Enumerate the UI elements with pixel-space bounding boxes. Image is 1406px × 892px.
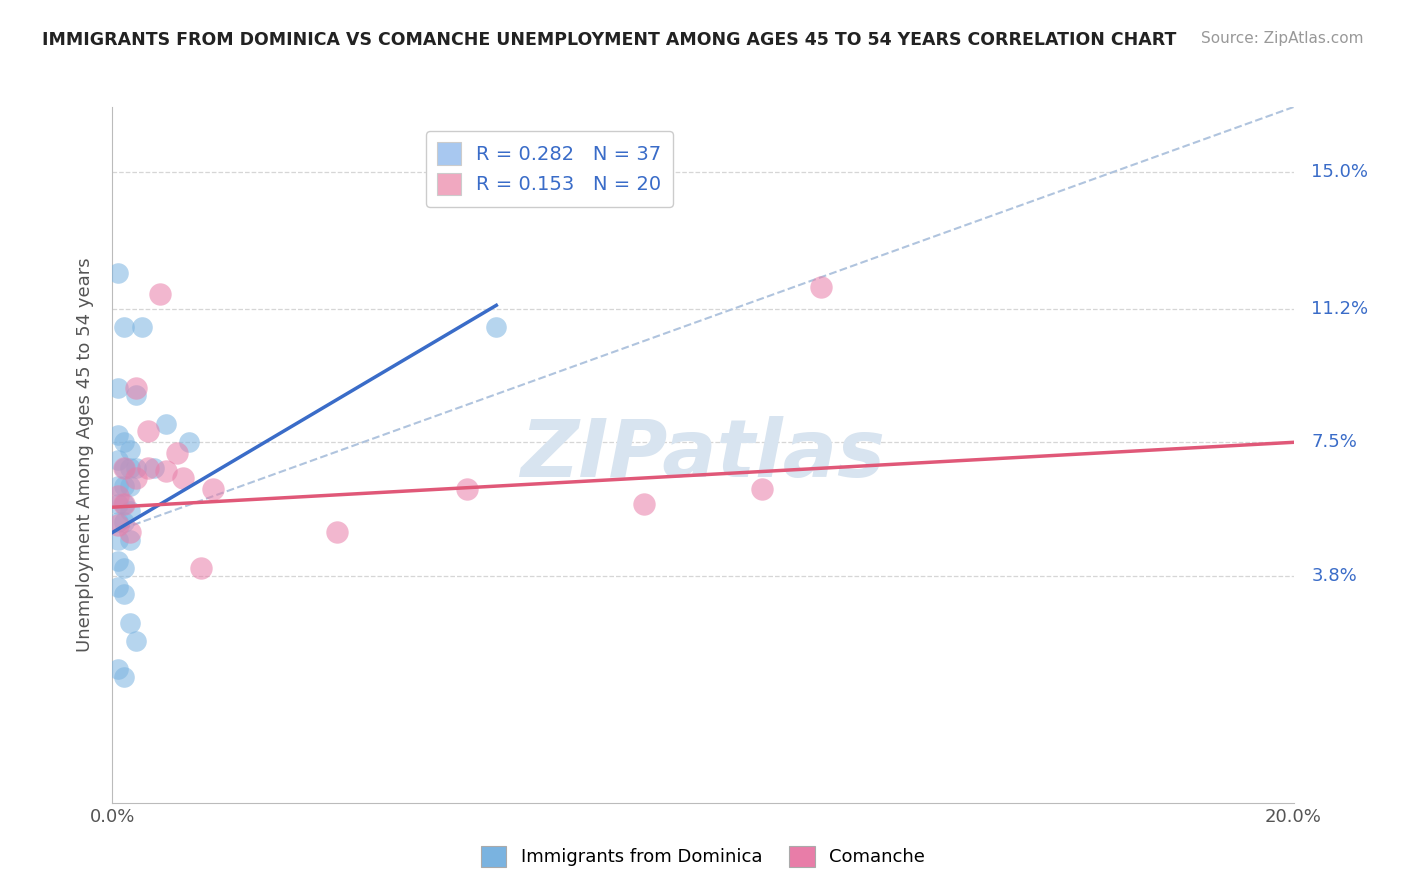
Point xyxy=(810,280,832,294)
Text: 15.0%: 15.0% xyxy=(1312,163,1368,181)
Point xyxy=(107,453,129,467)
Point xyxy=(125,381,148,395)
Point xyxy=(112,460,135,475)
Point xyxy=(107,515,129,529)
Point xyxy=(107,478,129,492)
Point xyxy=(155,464,177,478)
Text: 3.8%: 3.8% xyxy=(1312,566,1357,584)
Point xyxy=(112,497,135,511)
Point xyxy=(107,497,129,511)
Point xyxy=(125,388,148,402)
Point xyxy=(125,633,148,648)
Point xyxy=(107,662,129,676)
Point xyxy=(112,587,135,601)
Point xyxy=(166,446,188,460)
Point xyxy=(107,266,129,280)
Point xyxy=(125,460,148,475)
Point xyxy=(120,533,142,547)
Point xyxy=(107,533,129,547)
Point xyxy=(179,435,201,450)
Legend: Immigrants from Dominica, Comanche: Immigrants from Dominica, Comanche xyxy=(474,838,932,874)
Point xyxy=(201,482,224,496)
Text: ZIPatlas: ZIPatlas xyxy=(520,416,886,494)
Point xyxy=(142,460,165,475)
Text: 11.2%: 11.2% xyxy=(1312,300,1368,318)
Point xyxy=(112,561,135,575)
Point xyxy=(155,417,177,432)
Point xyxy=(107,489,129,503)
Point xyxy=(112,497,135,511)
Text: Source: ZipAtlas.com: Source: ZipAtlas.com xyxy=(1201,31,1364,46)
Point xyxy=(112,670,135,684)
Point xyxy=(120,615,142,630)
Point xyxy=(751,482,773,496)
Point xyxy=(136,460,159,475)
Y-axis label: Unemployment Among Ages 45 to 54 years: Unemployment Among Ages 45 to 54 years xyxy=(76,258,94,652)
Point xyxy=(107,428,129,442)
Point xyxy=(112,435,135,450)
Point xyxy=(136,425,159,439)
Point xyxy=(633,497,655,511)
Point xyxy=(107,580,129,594)
Point xyxy=(120,442,142,457)
Point xyxy=(120,478,142,492)
Legend: R = 0.282   N = 37, R = 0.153   N = 20: R = 0.282 N = 37, R = 0.153 N = 20 xyxy=(426,130,673,207)
Point xyxy=(456,482,478,496)
Point xyxy=(112,515,135,529)
Point xyxy=(120,460,142,475)
Point xyxy=(326,525,349,540)
Point xyxy=(107,518,129,533)
Point xyxy=(172,471,194,485)
Text: 7.5%: 7.5% xyxy=(1312,434,1357,451)
Point xyxy=(107,381,129,395)
Point xyxy=(112,320,135,334)
Point xyxy=(125,471,148,485)
Point xyxy=(107,554,129,568)
Point xyxy=(131,320,153,334)
Point xyxy=(149,287,172,301)
Point xyxy=(485,320,508,334)
Point xyxy=(120,504,142,518)
Point xyxy=(112,478,135,492)
Point xyxy=(190,561,212,575)
Point xyxy=(120,525,142,540)
Text: IMMIGRANTS FROM DOMINICA VS COMANCHE UNEMPLOYMENT AMONG AGES 45 TO 54 YEARS CORR: IMMIGRANTS FROM DOMINICA VS COMANCHE UNE… xyxy=(42,31,1177,49)
Point xyxy=(112,460,135,475)
